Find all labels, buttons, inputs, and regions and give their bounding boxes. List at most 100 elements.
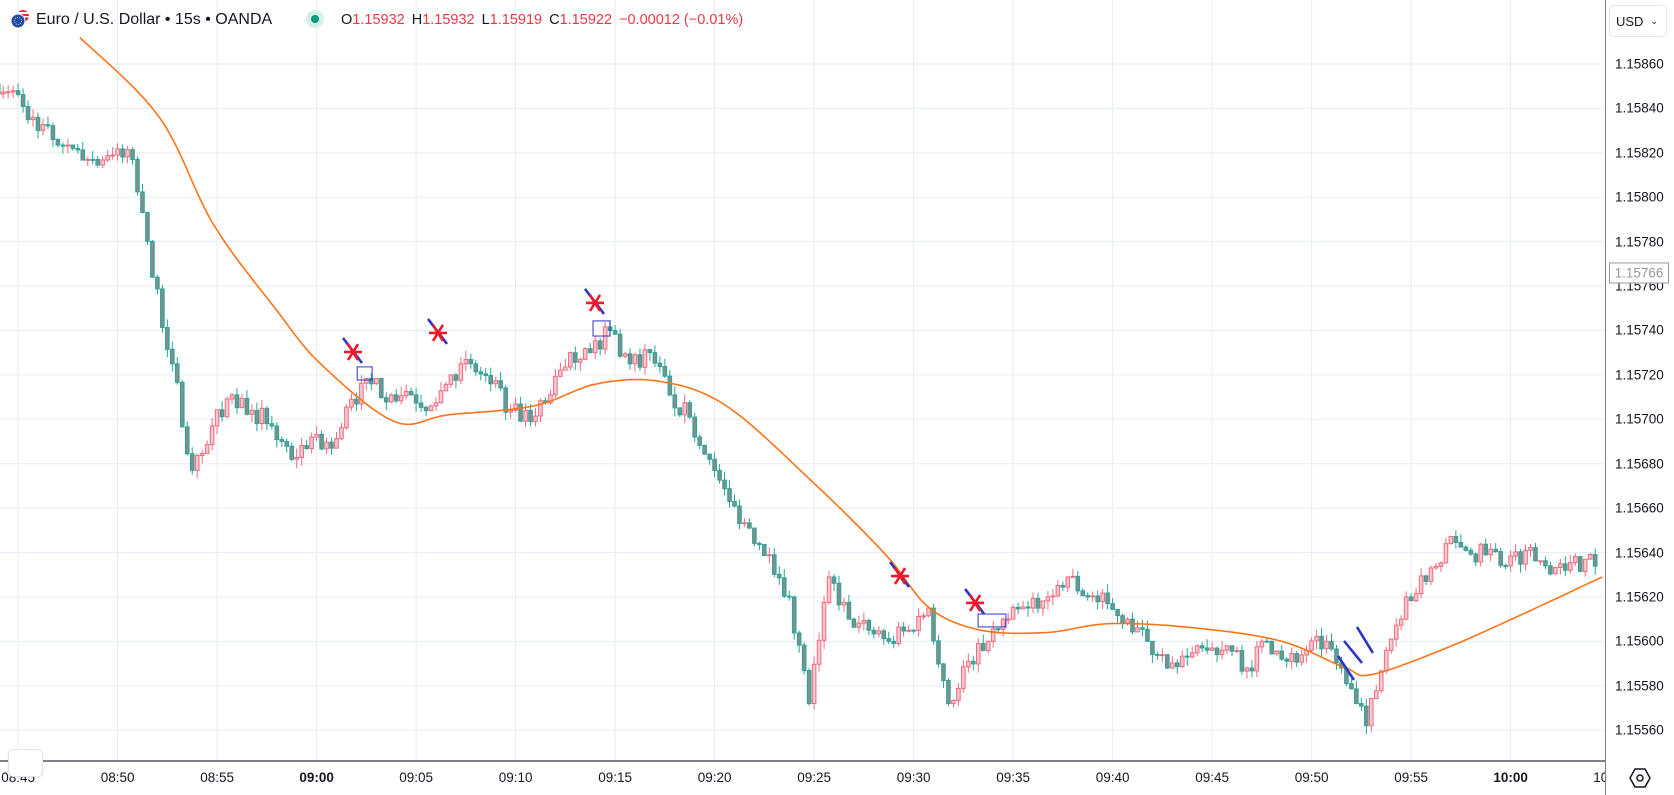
price-chart[interactable] — [0, 0, 1605, 760]
candle-up — [438, 390, 444, 404]
candle-down — [279, 439, 285, 442]
candle-down — [677, 407, 683, 416]
candle-down — [15, 90, 21, 96]
time-label: 09:40 — [1095, 770, 1130, 785]
candle-up — [334, 438, 339, 449]
candle-down — [806, 670, 812, 705]
candle-down — [1498, 551, 1503, 566]
candle-up — [40, 124, 46, 131]
candle-up — [85, 158, 91, 161]
candle-up — [548, 394, 553, 404]
price-axis-border — [1605, 0, 1606, 795]
symbol-title[interactable]: Euro / U.S. Dollar • 15s • OANDA — [36, 11, 273, 28]
candle-down — [1035, 597, 1041, 609]
candle-down — [702, 444, 707, 455]
candle-down — [269, 423, 275, 427]
candle-up — [1189, 652, 1195, 658]
candle-up — [906, 629, 911, 632]
candle-down — [55, 139, 61, 146]
candle-up — [5, 91, 11, 94]
candle-up — [1309, 640, 1314, 651]
candle-up — [1428, 567, 1434, 582]
candle-down — [1269, 640, 1275, 655]
candle-up — [1030, 597, 1036, 609]
asterisk-stroke — [588, 294, 602, 312]
candle-up — [229, 394, 235, 400]
candle-down — [1319, 635, 1324, 650]
candle-up — [100, 159, 105, 166]
candle-down — [1453, 536, 1459, 543]
candle-down — [831, 576, 837, 584]
candle-up — [448, 374, 454, 385]
time-label: 10:05 — [1593, 770, 1605, 785]
candle-up — [403, 390, 409, 397]
candle-down — [1279, 650, 1285, 660]
currency-select[interactable]: USD ⌄ — [1609, 5, 1667, 37]
candle-down — [35, 116, 41, 131]
candle-up — [30, 116, 36, 121]
candle-up — [1020, 606, 1026, 610]
time-label: 09:25 — [797, 770, 831, 785]
candle-up — [1538, 560, 1543, 563]
candle-up — [577, 358, 583, 363]
price-label: 1.15620 — [1615, 589, 1664, 605]
candle-up — [921, 615, 926, 618]
candle-up — [209, 425, 215, 446]
candle-down — [846, 601, 852, 620]
candle-up — [568, 352, 573, 368]
candle-down — [1115, 608, 1120, 617]
time-label: 09:15 — [598, 770, 632, 785]
candle-down — [1364, 705, 1369, 727]
candle-down — [980, 643, 986, 652]
moving-average-line — [79, 36, 1603, 677]
candle-down — [971, 660, 976, 665]
candle-down — [90, 158, 96, 161]
candle-up — [1090, 595, 1096, 598]
candle-up — [1179, 655, 1185, 668]
candle-up — [523, 409, 528, 422]
candle-down — [329, 441, 334, 449]
candle-down — [652, 352, 658, 364]
candle-up — [642, 349, 648, 368]
price-label: 1.15720 — [1615, 367, 1664, 383]
candle-down — [1239, 650, 1245, 672]
candle-down — [70, 144, 76, 149]
candle-down — [354, 398, 359, 405]
time-axis[interactable]: 08:45 08:50 08:55 09:00 09:05 09:10 09:15 09:20… — [0, 760, 1605, 795]
candle-down — [647, 349, 653, 354]
chevron-down-icon: ⌄ — [1650, 15, 1658, 26]
candle-up — [1274, 650, 1280, 655]
candle-down — [762, 544, 767, 557]
navigation-toggle-button[interactable] — [8, 749, 43, 777]
candle-down — [304, 445, 309, 450]
drawing-annotations[interactable] — [341, 288, 1375, 681]
price-label: 1.15840 — [1615, 100, 1664, 116]
candle-up — [742, 522, 747, 525]
candle-up — [1388, 638, 1394, 651]
time-label: 09:50 — [1294, 770, 1329, 785]
candle-up — [1448, 536, 1454, 545]
high-value: 1.15932 — [422, 12, 475, 28]
candle-up — [1393, 624, 1399, 640]
candle-down — [498, 380, 503, 389]
time-label: 09:10 — [498, 770, 533, 785]
candle-down — [1518, 551, 1523, 565]
candle-up — [1005, 618, 1011, 621]
candle-down — [140, 191, 145, 213]
chart-settings-icon[interactable] — [1628, 766, 1652, 790]
candle-up — [582, 348, 588, 360]
candle-down — [234, 394, 240, 409]
candle-up — [1324, 640, 1329, 650]
candle-down — [1204, 647, 1210, 651]
candle-down — [881, 630, 887, 640]
asterisk-marker-icon — [344, 343, 363, 361]
asterisk-stroke — [431, 324, 445, 342]
candle-down — [518, 403, 523, 422]
candle-down — [478, 371, 484, 375]
candle-down — [1110, 603, 1115, 610]
candle-up — [10, 90, 16, 93]
ohlc-values: O1.15932 H1.15932 L1.15919 C1.15922 −0.00012… — [341, 12, 750, 28]
candle-down — [851, 618, 857, 628]
candle-up — [513, 403, 518, 411]
candle-up — [1572, 556, 1578, 564]
